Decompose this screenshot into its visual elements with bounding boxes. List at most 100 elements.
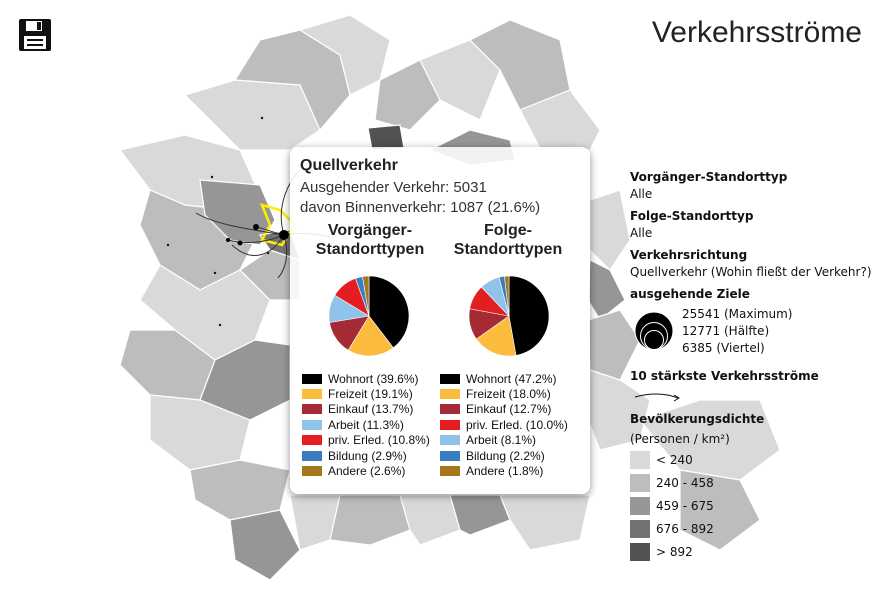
pie-slice-wohnort [368,275,410,349]
density-class-label: 459 - 675 [656,499,714,513]
pie-legend-label: priv. Erled. (10.8%) [328,433,430,448]
density-class-label: > 892 [656,545,693,559]
folge-value: Alle [630,226,653,240]
pie-legend-swatch [302,389,322,400]
pie2-title-b: Standorttypen [453,241,563,258]
flow-target [237,240,243,246]
ziele-quarter: 6385 (Viertel) [682,341,765,355]
density-class-row: 240 - 458 [630,473,880,493]
pie-legend-swatch [302,373,322,384]
pie1-title-a: Vorgänger- [327,222,413,239]
pie-legend-item: Andere (1.8%) [440,463,568,478]
density-swatch [630,520,650,538]
map-region [374,59,441,131]
flow-target [253,224,259,230]
pie-legend-label: Bildung (2.2%) [466,448,545,463]
pie-legend-label: Andere (1.8%) [466,464,544,479]
pie-chart-vorgaenger [328,275,410,357]
map-region [229,509,301,581]
pie1-title-b: Standorttypen [315,241,425,258]
density-class-label: < 240 [656,453,693,467]
pie-legend-folge: Wohnort (47.2%) Freizeit (18.0%) Einkauf (… [440,371,568,479]
internal-traffic: davon Binnenverkehr: 1087 (21.6%) [300,199,541,216]
page-title: Verkehrsströme [651,16,862,49]
density-class-label: 240 - 458 [656,476,714,490]
pie-legend-item: Wohnort (39.6%) [302,371,430,386]
pie-legend-label: Arbeit (11.3%) [328,417,404,432]
outgoing-traffic: Ausgehender Verkehr: 5031 [300,179,487,196]
pie-legend-swatch [302,435,322,446]
top-flows-label: 10 stärkste Verkehrsströme [630,369,819,383]
pie-legend-label: priv. Erled. (10.0%) [466,417,568,432]
density-swatch [630,474,650,492]
pie-legend-swatch [440,450,460,461]
density-class-row: 459 - 675 [630,496,880,516]
pie-legend-label: Einkauf (12.7%) [466,402,552,417]
density-classes: < 240 240 - 458 459 - 675 676 - 892 > 892 [630,450,880,562]
map-region [449,494,511,536]
pie-slice-freizeit [347,315,394,357]
pie-slice-andere [504,275,510,317]
pie-legend-item: Wohnort (47.2%) [440,371,568,386]
ziele-half: 12771 (Hälfte) [682,324,770,338]
pie-legend-item: priv. Erled. (10.8%) [302,433,430,448]
density-label: Bevölkerungsdichte [630,412,765,426]
pie-legend-swatch [440,419,460,430]
ziele-max: 25541 (Maximum) [682,307,793,321]
pie-legend-item: Arbeit (8.1%) [440,433,568,448]
density-class-row: < 240 [630,450,880,470]
density-class-label: 676 - 892 [656,522,714,536]
pie1-title: Vorgänger- Standorttypen [310,221,430,259]
pie-chart-folge [468,275,550,357]
flow-target [226,238,230,242]
pie-legend-label: Bildung (2.9%) [328,448,407,463]
pie-slice-andere [362,275,370,317]
pie-legend-swatch [302,450,322,461]
pie-legend-swatch [440,466,460,477]
pie-legend-swatch [302,466,322,477]
size-circles [634,311,674,351]
pie2-title-a: Folge- [484,222,532,239]
tooltip-title: Quellverkehr [300,157,398,174]
pie-legend-item: priv. Erled. (10.0%) [440,417,568,432]
pie-legend-item: Freizeit (19.1%) [302,386,430,401]
density-unit: (Personen / km²) [630,432,730,446]
vorgaenger-label: Vorgänger-Standorttyp [630,170,788,184]
pie-legend-item: Arbeit (11.3%) [302,417,430,432]
pie-legend-label: Wohnort (39.6%) [328,371,419,386]
save-icon[interactable] [18,18,52,52]
map-region [589,189,631,271]
pie-legend-label: Freizeit (18.0%) [466,387,551,402]
source-traffic-tooltip: Quellverkehr Ausgehender Verkehr: 5031 d… [290,147,590,494]
map-region [329,494,411,546]
pie-legend-swatch [440,404,460,415]
pie-legend-label: Wohnort (47.2%) [466,371,557,386]
map-region [419,39,501,121]
density-swatch [630,543,650,561]
density-class-row: 676 - 892 [630,519,880,539]
pie-legend-swatch [440,373,460,384]
pie-legend-vorgaenger: Wohnort (39.6%) Freizeit (19.1%) Einkauf (… [302,371,430,479]
pie-legend-label: Andere (2.6%) [328,464,406,479]
pie-legend-item: Einkauf (13.7%) [302,402,430,417]
pie-legend-label: Einkauf (13.7%) [328,402,414,417]
folge-label: Folge-Standorttyp [630,209,754,223]
pie-legend-label: Freizeit (19.1%) [328,387,413,402]
pie-legend-label: Arbeit (8.1%) [466,433,537,448]
pie-legend-swatch [440,435,460,446]
vorgaenger-value: Alle [630,187,653,201]
map-region [399,494,461,546]
pie-legend-item: Bildung (2.2%) [440,448,568,463]
map-region [183,79,321,151]
density-swatch [630,497,650,515]
pie-slice-freizeit [475,315,517,357]
richtung-label: Verkehrsrichtung [630,248,748,262]
map-region [679,469,761,551]
pie-legend-swatch [440,389,460,400]
richtung-value: Quellverkehr (Wohin fließt der Verkehr?) [630,265,872,279]
density-class-row: > 892 [630,542,880,562]
map-region [499,494,591,551]
map-region [519,89,601,151]
pie-legend-swatch [302,419,322,430]
